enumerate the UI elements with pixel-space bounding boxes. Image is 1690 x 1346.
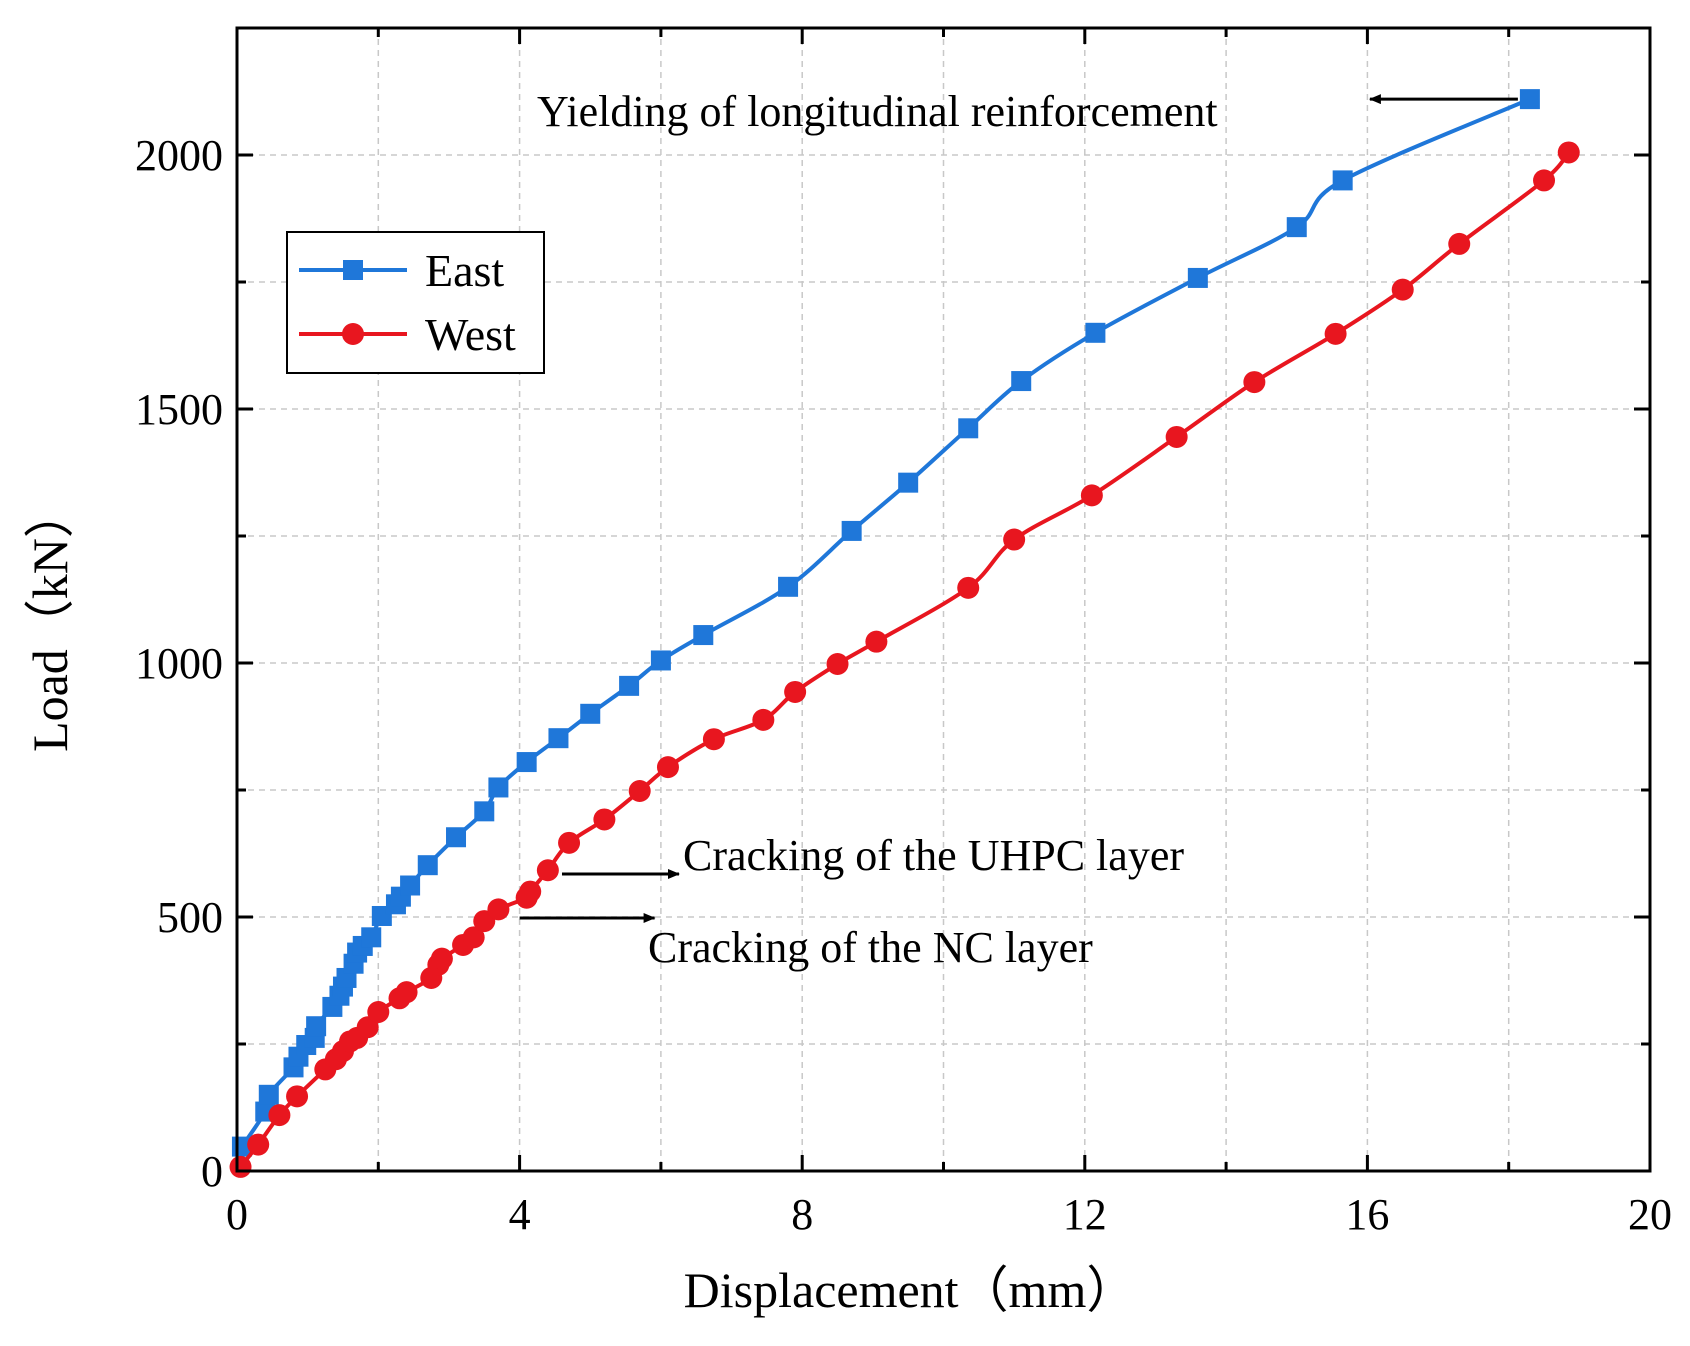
y-tick-label: 1000: [135, 639, 223, 688]
x-tick-label: 8: [791, 1190, 813, 1239]
x-tick-label: 16: [1345, 1190, 1389, 1239]
grid-layer: [237, 28, 1650, 1171]
data-point-west: [1243, 371, 1266, 394]
annotation-uhpc: Cracking of the UHPC layer: [683, 831, 1184, 880]
data-point-west: [430, 947, 453, 970]
data-point-west: [593, 808, 616, 831]
data-point-west: [1165, 425, 1188, 448]
data-point-east: [1332, 170, 1353, 191]
y-tick-label: 500: [157, 893, 223, 942]
data-point-west: [1080, 484, 1103, 507]
data-point-west: [519, 880, 542, 903]
legend: East West: [286, 231, 545, 374]
data-point-east: [778, 576, 799, 597]
data-point-east: [1011, 371, 1032, 392]
data-point-west: [957, 576, 980, 599]
data-point-west: [1324, 322, 1347, 345]
series-west: [229, 141, 1580, 1178]
data-point-west: [1391, 278, 1414, 301]
x-tick-label: 20: [1628, 1190, 1672, 1239]
data-point-east: [580, 703, 601, 724]
data-point-west: [367, 1000, 390, 1023]
legend-item-east: East: [299, 245, 504, 296]
data-point-west: [1003, 528, 1026, 551]
annotation-yielding: Yielding of longitudinal reinforcement: [537, 87, 1218, 136]
data-point-east: [1519, 89, 1540, 110]
annotation-nc: Cracking of the NC layer: [648, 923, 1093, 972]
data-point-east: [841, 520, 862, 541]
data-point-east: [898, 472, 919, 493]
x-tick-label: 0: [226, 1190, 248, 1239]
data-point-east: [958, 418, 979, 439]
y-axis-title: Load（kN）: [22, 488, 78, 752]
data-point-west: [865, 630, 888, 653]
data-point-west: [752, 708, 775, 731]
y-tick-label: 2000: [135, 131, 223, 180]
data-point-west: [247, 1133, 270, 1156]
data-point-east: [474, 801, 495, 822]
data-point-east: [619, 675, 640, 696]
data-point-west: [784, 680, 807, 703]
legend-label-west: West: [425, 309, 516, 360]
data-point-east: [1286, 217, 1307, 238]
data-point-west: [229, 1155, 252, 1178]
legend-box: [286, 231, 545, 374]
data-point-west: [1557, 141, 1580, 164]
x-tick-label: 12: [1063, 1190, 1107, 1239]
data-point-east: [417, 855, 438, 876]
data-point-east: [306, 1016, 327, 1037]
legend-label-east: East: [425, 245, 504, 296]
data-point-west: [286, 1085, 309, 1108]
data-point-east: [361, 927, 382, 948]
legend-item-west: West: [299, 309, 516, 360]
data-point-west: [1448, 232, 1471, 255]
data-point-west: [558, 831, 581, 854]
data-point-east: [693, 625, 714, 646]
data-point-west: [656, 756, 679, 779]
y-tick-label: 1500: [135, 385, 223, 434]
data-point-east: [488, 777, 509, 798]
tick-layer: 0 4 8 12 16 20 0 500 1000 1500 2000: [135, 28, 1672, 1239]
data-point-west: [1533, 169, 1556, 192]
legend-marker-west: [342, 323, 364, 345]
data-point-west: [826, 653, 849, 676]
data-point-east: [516, 752, 537, 773]
data-point-east: [1187, 267, 1208, 288]
data-point-west: [487, 898, 510, 921]
data-point-west: [536, 859, 559, 882]
data-point-west: [702, 728, 725, 751]
data-point-east: [1085, 322, 1106, 343]
data-point-west: [395, 981, 418, 1004]
legend-marker-east: [343, 260, 363, 280]
x-tick-label: 4: [509, 1190, 531, 1239]
data-point-east: [400, 875, 421, 896]
data-point-west: [628, 780, 651, 803]
y-tick-label: 0: [201, 1147, 223, 1196]
data-point-west: [268, 1104, 291, 1127]
data-point-east: [650, 650, 671, 671]
data-point-east: [446, 827, 467, 848]
x-axis-title: Displacement（mm）: [684, 1262, 1137, 1318]
annotation-layer: Yielding of longitudinal reinforcement Cr…: [519, 87, 1518, 972]
data-point-east: [548, 728, 569, 749]
data-point-west: [462, 926, 485, 949]
data-point-east: [258, 1084, 279, 1105]
